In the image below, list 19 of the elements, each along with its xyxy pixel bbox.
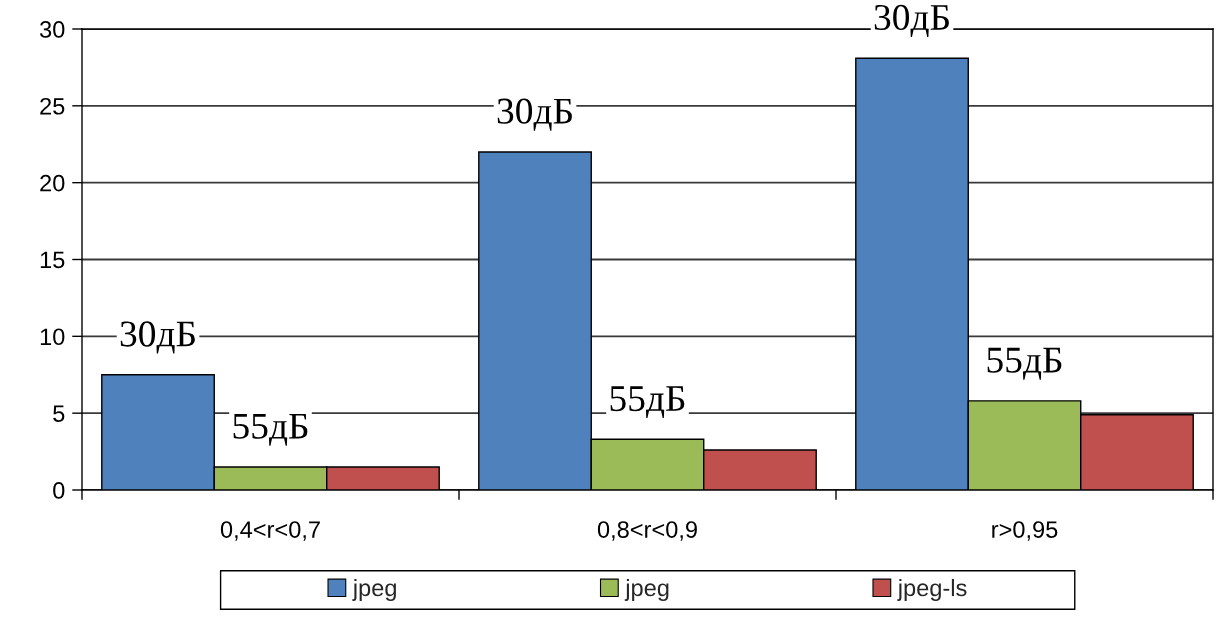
legend-label: jpeg-ls [897,578,967,601]
y-tick-label: 5 [53,405,65,422]
annotation: 30дБ [874,4,949,37]
x-tick-label: 0,4<r<0,7 [220,521,320,541]
y-tick-label: 10 [40,328,65,346]
y-tick-label: 25 [40,97,65,115]
x-tick-label: r>0,95 [992,521,1058,541]
y-tick-label: 20 [40,174,65,192]
annotation: 30дБ [120,321,195,354]
x-tick-label: 0,8<r<0,9 [597,521,697,541]
annotation: 55дБ [987,347,1062,380]
legend-label: jpeg [352,578,396,601]
annotation: 30дБ [497,98,572,131]
y-tick-label: 0 [53,482,65,499]
annotation: 55дБ [233,413,308,446]
annotation: 55дБ [610,386,685,419]
legend-label: jpeg [624,578,669,601]
y-tick-label: 15 [40,251,65,269]
y-tick-label: 30 [39,21,65,38]
